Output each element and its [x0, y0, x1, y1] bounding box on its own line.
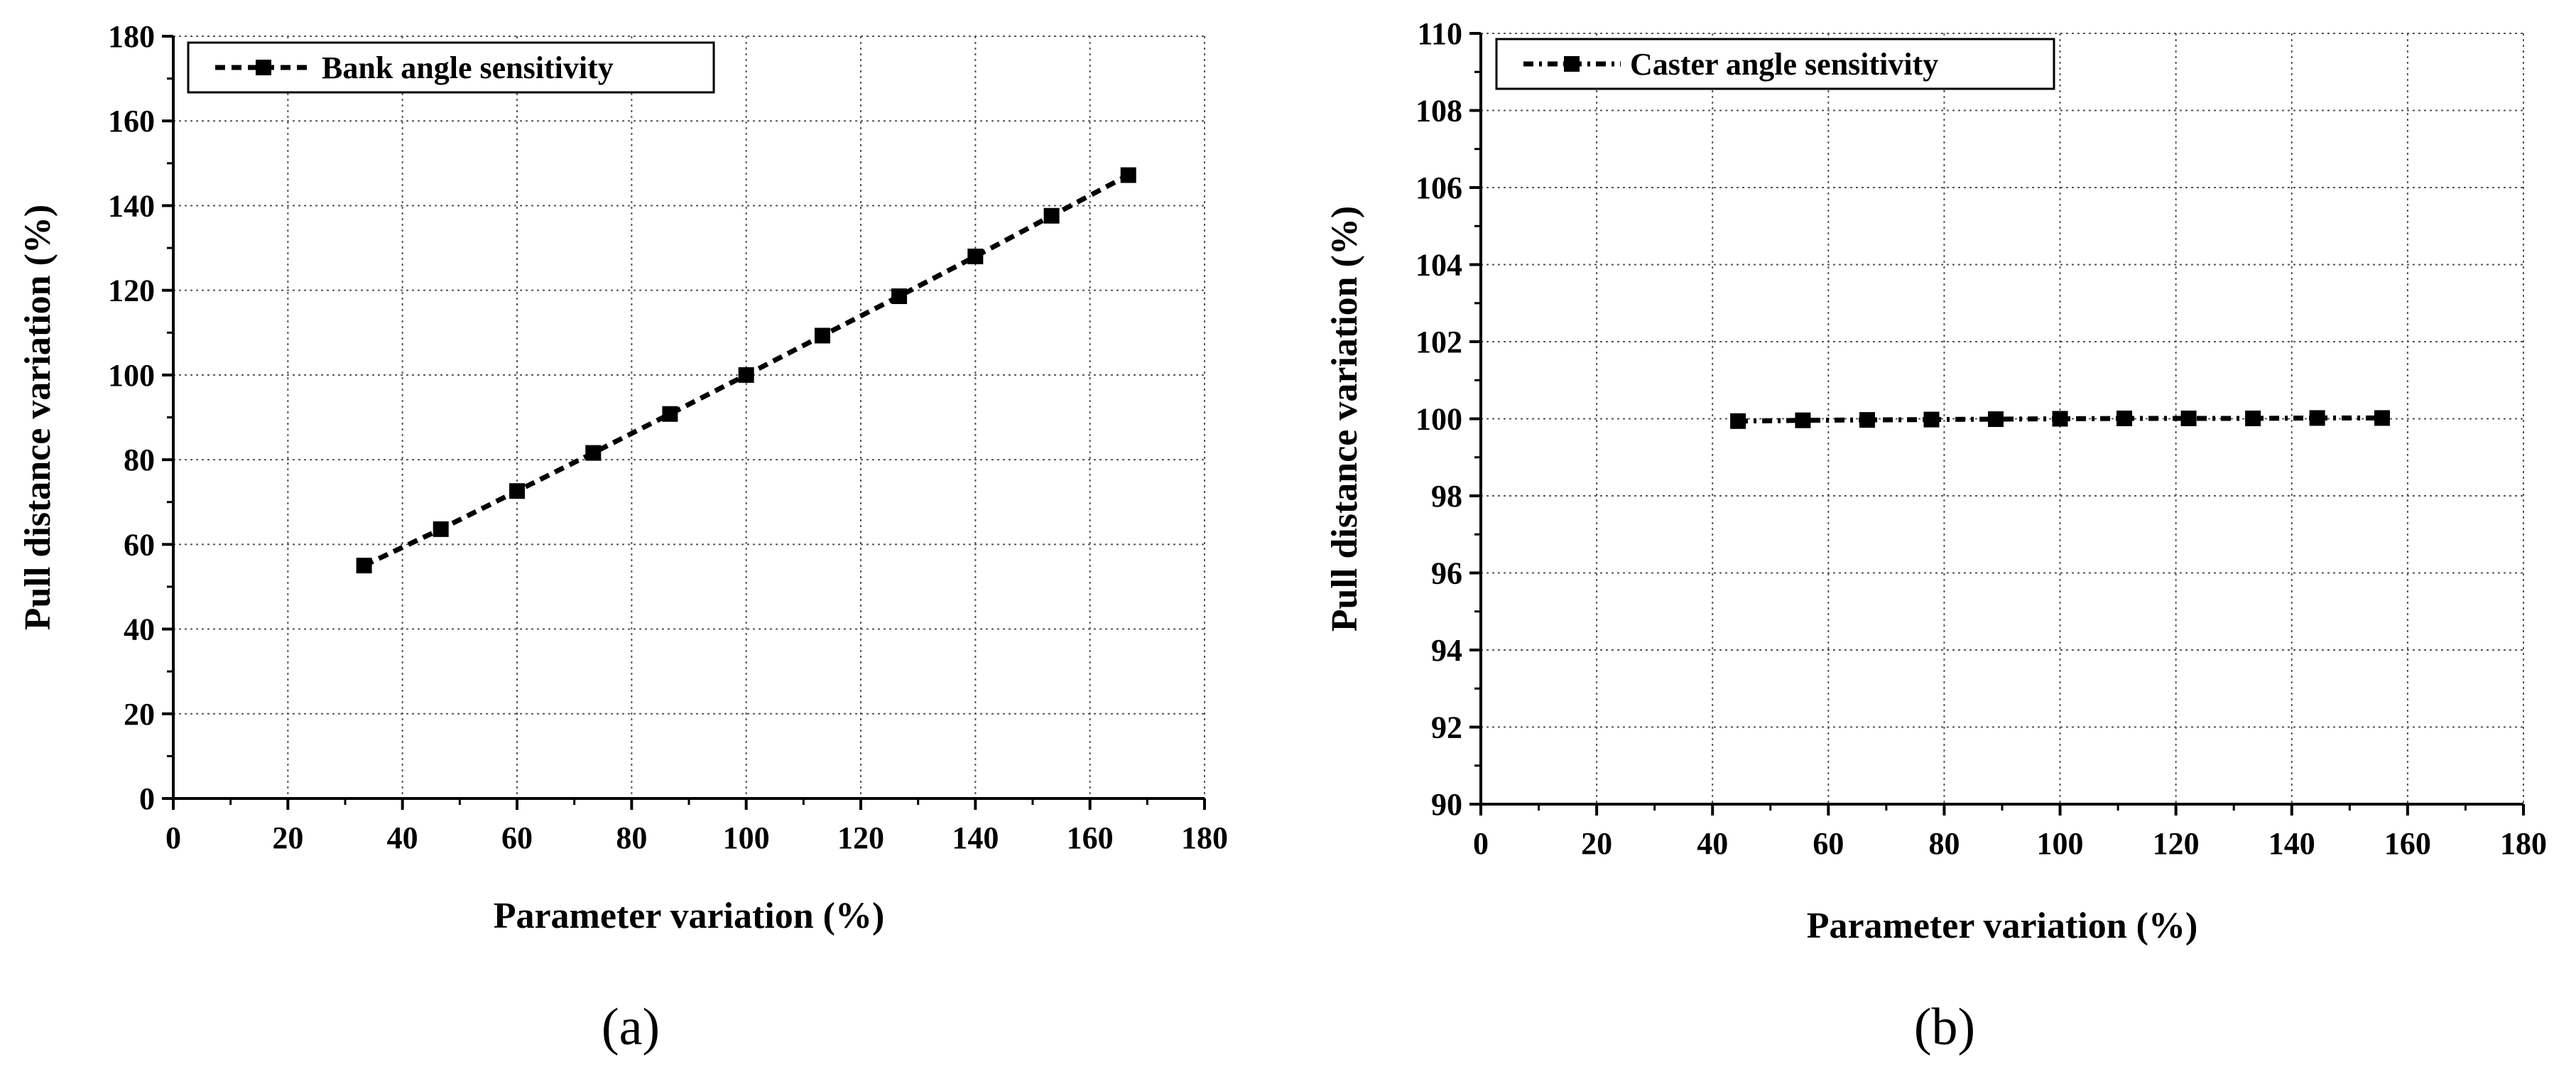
panel-label: (b) [1914, 998, 1975, 1056]
chart-panel-a: 0 20 40 60 80 100 120 140 160 180 0 20 40 60 80 100 120 1… [18, 19, 1228, 1056]
y-tick-label: 60 [124, 527, 155, 562]
data-point [814, 327, 830, 344]
data-point [2374, 410, 2391, 426]
tick-marks [1469, 32, 2525, 816]
data-point [1795, 412, 1811, 428]
grid-lines [1481, 33, 2524, 804]
x-tick-label: 0 [1473, 826, 1489, 861]
y-tick-label: 94 [1431, 633, 1462, 668]
tick-labels: 0 20 40 60 80 100 120 140 160 180 0 20 40 60 80 100 120 1… [108, 19, 1228, 855]
legend-marker [256, 60, 271, 75]
y-tick-label: 100 [1415, 402, 1462, 437]
y-tick-label: 20 [124, 697, 155, 732]
legend: Caster angle sensitivity [1495, 38, 2055, 90]
x-tick-label: 120 [837, 820, 884, 855]
data-point [1923, 411, 1940, 428]
series-group [356, 167, 1136, 574]
y-axis-title: Pull distance variation (%) [18, 205, 58, 630]
y-tick-label: 120 [108, 273, 155, 308]
x-axis-title: Parameter variation (%) [1807, 906, 2198, 946]
x-tick-label: 80 [616, 820, 647, 855]
x-tick-label: 0 [165, 820, 181, 855]
y-tick-label: 0 [139, 781, 155, 816]
legend-marker [1564, 56, 1580, 72]
x-tick-label: 80 [1928, 826, 1960, 861]
legend-label: Caster angle sensitivity [1630, 47, 1938, 82]
y-tick-label: 102 [1415, 325, 1462, 359]
x-tick-label: 160 [1067, 820, 1114, 855]
y-axis-title: Pull distance variation (%) [1325, 206, 1365, 632]
x-tick-label: 100 [723, 820, 770, 855]
data-point [891, 288, 908, 305]
y-tick-label: 180 [108, 19, 155, 54]
chart-panel-b: 0 20 40 60 80 100 120 140 160 180 90 92 94 96 98 100 102… [1325, 16, 2547, 1056]
data-point [1988, 411, 2004, 428]
x-tick-label: 140 [2268, 826, 2315, 861]
x-tick-label: 20 [272, 820, 303, 855]
y-tick-label: 90 [1431, 787, 1462, 822]
data-point [356, 558, 372, 574]
y-tick-label: 96 [1431, 556, 1462, 591]
tick-marks [162, 35, 1206, 810]
x-tick-label: 140 [952, 820, 999, 855]
legend: Bank angle sensitivity [187, 41, 715, 94]
panel-label: (a) [602, 998, 660, 1056]
y-tick-label: 80 [124, 443, 155, 477]
data-point [738, 367, 754, 383]
x-tick-label: 20 [1581, 826, 1612, 861]
data-point [2052, 411, 2068, 427]
y-tick-label: 160 [108, 104, 155, 139]
y-tick-label: 92 [1431, 710, 1462, 745]
legend-label: Bank angle sensitivity [322, 50, 614, 85]
x-tick-label: 40 [387, 820, 418, 855]
y-tick-label: 104 [1415, 248, 1462, 283]
x-tick-label: 180 [1181, 820, 1228, 855]
x-tick-label: 160 [2384, 826, 2431, 861]
data-point [1043, 207, 1060, 224]
y-tick-label: 108 [1415, 94, 1462, 129]
data-point [2245, 410, 2261, 426]
y-tick-label: 98 [1431, 479, 1462, 514]
data-point [967, 248, 984, 264]
data-point [585, 445, 602, 461]
y-tick-label: 106 [1415, 170, 1462, 205]
x-tick-label: 100 [2037, 826, 2084, 861]
y-tick-label: 100 [108, 358, 155, 393]
y-tick-label: 110 [1417, 16, 1462, 51]
data-point [1120, 167, 1136, 183]
x-tick-label: 60 [501, 820, 533, 855]
series-group [1730, 410, 2391, 429]
data-point [1730, 413, 1746, 429]
data-point [662, 406, 678, 422]
data-point [2116, 410, 2133, 426]
data-point [509, 483, 525, 499]
y-tick-label: 40 [124, 612, 155, 647]
x-tick-label: 180 [2500, 826, 2547, 861]
x-axis-title: Parameter variation (%) [494, 896, 885, 936]
grid-lines [173, 36, 1205, 798]
data-point [1859, 412, 1875, 428]
legend-box [187, 41, 715, 94]
x-tick-label: 40 [1697, 826, 1728, 861]
data-point [2309, 410, 2325, 426]
y-tick-label: 140 [108, 188, 155, 223]
data-point [433, 521, 449, 537]
x-tick-label: 60 [1813, 826, 1844, 861]
data-point [2180, 410, 2197, 426]
tick-labels: 0 20 40 60 80 100 120 140 160 180 90 92 94 96 98 100 102… [1415, 16, 2547, 861]
x-tick-label: 120 [2153, 826, 2200, 861]
